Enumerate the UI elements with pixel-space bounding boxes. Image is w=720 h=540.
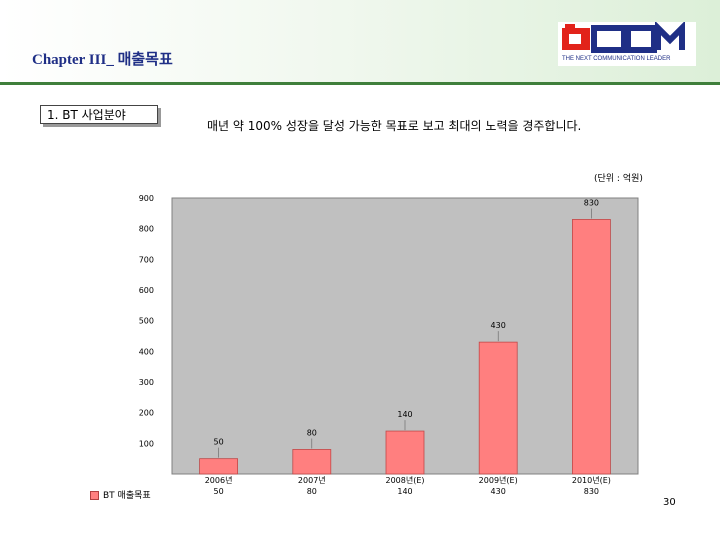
table-value: 140 [397,487,412,496]
table-value: 430 [491,487,506,496]
logo-tagline: THE NEXT COMMUNICATION LEADER [562,56,671,62]
table-value: 50 [214,487,224,496]
bar [478,341,518,475]
bar [385,430,425,475]
x-tick-label: 2006년 [205,475,233,485]
bar-data-label: 430 [491,321,506,330]
page-number: 30 [663,497,676,508]
y-tick-label: 700 [139,255,154,264]
y-tick-label: 500 [139,317,154,326]
x-tick-label: 2007년 [298,475,326,485]
y-tick-label: 400 [139,347,154,356]
bar-data-label: 830 [584,198,599,207]
legend-swatch [90,491,99,500]
bar-data-label: 80 [307,428,317,437]
header-divider [0,82,720,85]
page-title: Chapter III_ 매출목표 [32,52,173,68]
table-value: 80 [307,487,317,496]
bar-data-label: 140 [397,410,412,419]
bar [199,458,239,475]
description-text: 매년 약 100% 성장을 달성 가능한 목표로 보고 최대의 노력을 경주합니… [207,119,582,133]
x-tick-label: 2010년(E) [572,475,611,485]
y-tick-label: 800 [139,225,154,234]
bar [292,449,332,475]
chart-legend: BT 매출목표 [90,488,151,501]
y-tick-label: 900 [139,194,154,203]
unit-label: (단위 : 억원) [594,174,643,184]
y-tick-label: 300 [139,378,154,387]
bar [572,219,611,475]
section-label: 1. BT 사업분야 [40,105,158,124]
x-tick-label: 2008년(E) [385,475,424,485]
x-tick-label: 2009년(E) [479,475,518,485]
table-value: 830 [584,487,599,496]
y-tick-label: 200 [139,409,154,418]
legend-label: BT 매출목표 [103,491,151,501]
y-tick-label: 100 [139,439,154,448]
y-tick-label: 600 [139,286,154,295]
company-logo: THE NEXT COMMUNICATION LEADER [558,20,696,66]
bar-data-label: 50 [214,438,224,447]
jcom-logo-graphic: THE NEXT COMMUNICATION LEADER [562,20,685,62]
